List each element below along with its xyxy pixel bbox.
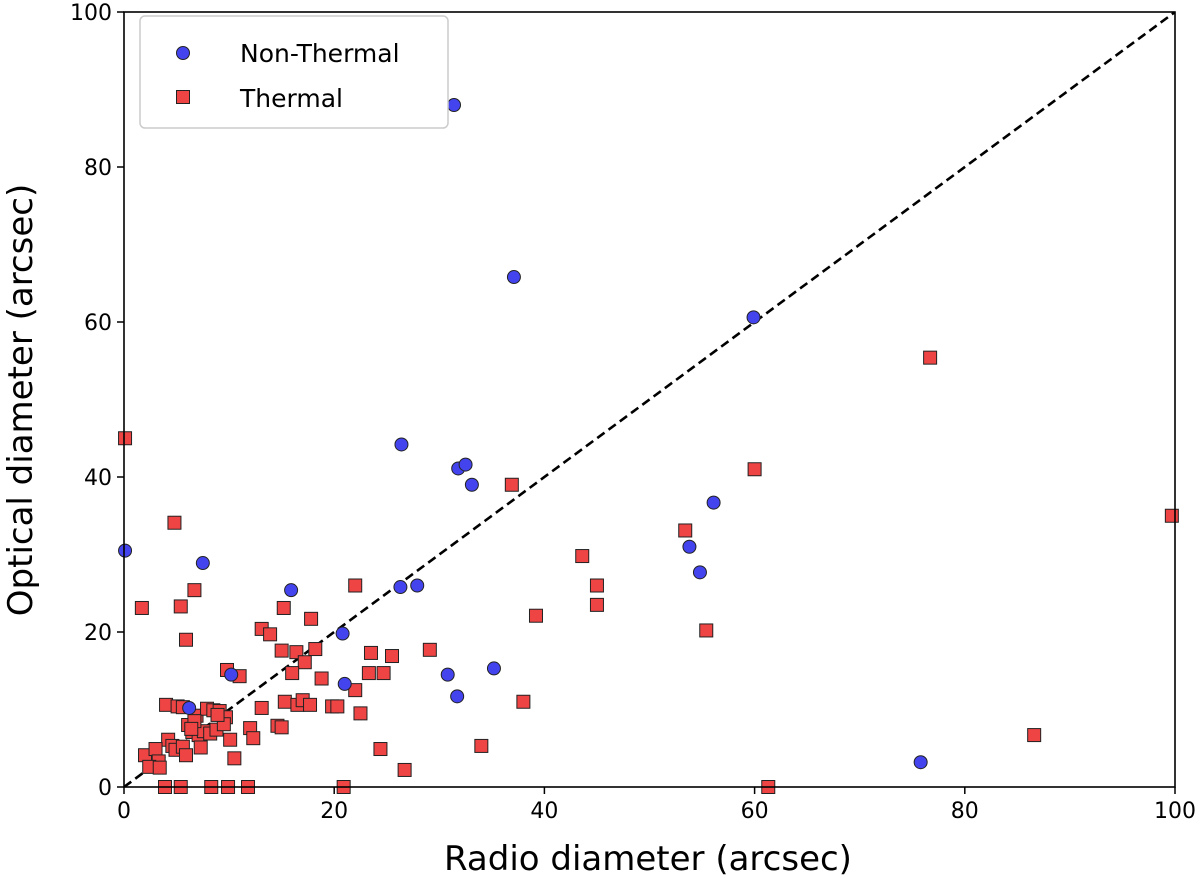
x-tick-label: 20 [320,799,348,824]
data-point-thermal [274,720,289,735]
data-point-thermal [1164,508,1179,523]
data-point-thermal [148,742,163,757]
data-point-thermal [308,642,323,657]
data-point-thermal [422,642,437,657]
data-point-thermal [385,649,400,664]
data-point-non-thermal [440,667,455,682]
y-tick-label: 20 [84,621,112,646]
legend-label-thermal: Thermal [239,84,343,113]
data-point-thermal [187,583,202,598]
data-point-thermal [179,632,194,647]
data-point-non-thermal [118,543,133,558]
data-point-thermal [373,742,388,757]
x-tick-label: 40 [530,799,558,824]
data-point-thermal [678,523,693,538]
data-points-layer [118,98,1179,794]
data-point-non-thermal [393,580,408,595]
data-point-thermal [167,515,182,530]
data-point-thermal [348,683,363,698]
data-point-non-thermal [746,310,761,325]
x-tick-label: 80 [951,799,979,824]
data-point-thermal [277,694,292,709]
data-point-thermal [699,623,714,638]
y-tick-label: 60 [84,311,112,336]
data-point-thermal [276,600,291,615]
data-point-thermal [227,751,242,766]
data-point-thermal [152,760,167,775]
data-point-thermal [134,600,149,615]
data-point-thermal [274,643,289,658]
x-tick-label: 60 [741,799,769,824]
data-point-non-thermal [692,565,707,580]
legend-marker-non-thermal [176,46,190,60]
data-point-thermal [575,549,590,564]
data-point-thermal [173,599,188,614]
data-point-non-thermal [913,755,928,770]
x-axis-label: Radio diameter (arcsec) [444,839,852,879]
data-point-thermal [330,699,345,714]
y-tick-label: 0 [98,776,112,801]
x-tick-label: 100 [1154,799,1196,824]
data-point-non-thermal [335,626,350,641]
data-point-thermal [193,740,208,755]
data-point-non-thermal [458,457,473,472]
data-point-thermal [474,738,489,753]
data-point-thermal [361,666,376,681]
data-point-thermal [528,608,543,623]
data-point-thermal [303,697,318,712]
data-point-thermal [304,611,319,626]
data-point-thermal [1027,728,1042,743]
data-point-thermal [516,694,531,709]
legend: Non-Thermal Thermal [139,15,449,129]
data-point-thermal [159,697,174,712]
data-point-thermal [348,578,363,593]
data-point-thermal [223,732,238,747]
data-point-non-thermal [506,270,521,285]
data-point-thermal [210,707,225,722]
y-tick-label: 40 [84,466,112,491]
data-point-thermal [353,706,368,721]
data-point-thermal [297,655,312,670]
data-point-thermal [254,700,269,715]
y-tick-label: 100 [70,1,112,26]
y-axis-label: Optical diameter (arcsec) [1,184,41,616]
legend-marker-thermal [176,90,190,104]
legend-box [139,15,449,129]
data-point-non-thermal [195,556,210,571]
data-point-thermal [923,350,938,365]
data-point-non-thermal [706,495,721,510]
data-point-non-thermal [337,676,352,691]
data-point-thermal [118,431,133,446]
data-point-non-thermal [486,661,501,676]
data-point-thermal [246,731,261,746]
data-point-non-thermal [284,583,299,598]
data-point-thermal [285,666,300,681]
data-point-non-thermal [182,700,197,715]
data-point-non-thermal [224,667,239,682]
data-point-thermal [376,666,391,681]
data-point-thermal [747,462,762,477]
data-point-non-thermal [447,98,462,112]
data-point-thermal [314,671,329,686]
data-point-thermal [589,578,604,593]
axes-frame [123,11,1176,788]
data-point-thermal [589,597,604,612]
data-point-thermal [504,477,519,492]
ticks-layer: 0 20 40 60 80 100 0 20 40 60 80 100 [70,1,1196,824]
y-tick-label: 80 [84,156,112,181]
data-point-non-thermal [410,578,425,593]
data-point-non-thermal [682,539,697,554]
data-point-thermal [263,627,278,642]
data-point-thermal [397,762,412,777]
data-point-thermal [184,721,199,736]
data-point-non-thermal [394,437,409,452]
data-point-non-thermal [464,477,479,492]
legend-label-non-thermal: Non-Thermal [240,39,400,68]
data-point-thermal [363,645,378,660]
x-tick-label: 0 [117,799,131,824]
data-point-thermal [179,748,194,763]
data-point-non-thermal [450,689,465,704]
